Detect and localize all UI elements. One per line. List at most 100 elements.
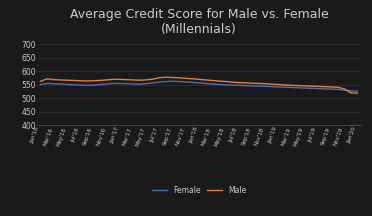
Male [190, 78, 195, 80]
Female [197, 82, 201, 84]
Legend: Female, Male: Female, Male [148, 183, 250, 198]
Male [177, 76, 182, 79]
Male [302, 84, 307, 87]
Female [243, 84, 247, 87]
Female [289, 86, 294, 89]
Female [183, 81, 188, 83]
Male [237, 81, 241, 84]
Female [58, 83, 62, 85]
Female [78, 84, 82, 86]
Male [98, 79, 102, 82]
Male [263, 82, 267, 85]
Female [170, 80, 175, 83]
Female [131, 83, 135, 85]
Line: Female: Female [41, 81, 357, 91]
Male [289, 84, 294, 87]
Male [144, 79, 148, 81]
Female [144, 82, 148, 85]
Male [243, 82, 247, 84]
Female [151, 82, 155, 84]
Female [349, 89, 353, 92]
Female [51, 82, 56, 85]
Male [217, 80, 221, 82]
Female [309, 87, 314, 90]
Male [45, 78, 49, 80]
Female [355, 90, 360, 92]
Female [65, 83, 69, 86]
Male [170, 76, 175, 79]
Title: Average Credit Score for Male vs. Female
(Millennials): Average Credit Score for Male vs. Female… [70, 8, 328, 36]
Female [137, 83, 142, 86]
Male [65, 79, 69, 81]
Female [104, 83, 109, 85]
Male [131, 79, 135, 81]
Female [210, 83, 215, 85]
Male [71, 79, 76, 82]
Female [237, 84, 241, 87]
Male [91, 79, 96, 82]
Male [223, 80, 228, 83]
Female [230, 84, 234, 86]
Female [157, 81, 161, 83]
Male [329, 86, 333, 88]
Male [256, 82, 261, 85]
Female [111, 82, 115, 85]
Male [111, 78, 115, 81]
Male [210, 79, 215, 82]
Female [263, 85, 267, 88]
Male [322, 85, 327, 88]
Male [157, 76, 161, 79]
Female [269, 85, 274, 88]
Female [329, 88, 333, 90]
Male [269, 83, 274, 86]
Male [124, 78, 129, 81]
Male [137, 79, 142, 81]
Female [38, 83, 43, 86]
Male [342, 87, 347, 90]
Female [164, 80, 168, 83]
Female [296, 86, 300, 89]
Female [203, 82, 208, 85]
Male [283, 84, 287, 86]
Male [118, 78, 122, 81]
Male [230, 81, 234, 83]
Male [203, 79, 208, 81]
Female [91, 84, 96, 86]
Female [177, 80, 182, 83]
Male [84, 80, 89, 82]
Male [183, 77, 188, 79]
Male [309, 85, 314, 87]
Female [124, 82, 129, 85]
Male [296, 84, 300, 87]
Female [190, 81, 195, 84]
Line: Male: Male [41, 77, 357, 93]
Male [250, 82, 254, 84]
Male [197, 78, 201, 81]
Male [104, 79, 109, 81]
Female [118, 82, 122, 85]
Male [78, 79, 82, 82]
Female [98, 83, 102, 86]
Male [51, 78, 56, 81]
Male [58, 79, 62, 81]
Female [217, 83, 221, 86]
Male [316, 85, 320, 88]
Male [38, 80, 43, 83]
Female [336, 88, 340, 91]
Male [349, 92, 353, 94]
Female [322, 87, 327, 90]
Female [302, 87, 307, 89]
Female [250, 84, 254, 87]
Female [84, 84, 89, 87]
Female [316, 87, 320, 90]
Female [223, 84, 228, 86]
Female [256, 85, 261, 87]
Female [71, 84, 76, 86]
Male [151, 78, 155, 80]
Male [355, 92, 360, 94]
Male [164, 76, 168, 79]
Female [342, 89, 347, 92]
Female [283, 86, 287, 89]
Female [45, 82, 49, 85]
Male [336, 86, 340, 89]
